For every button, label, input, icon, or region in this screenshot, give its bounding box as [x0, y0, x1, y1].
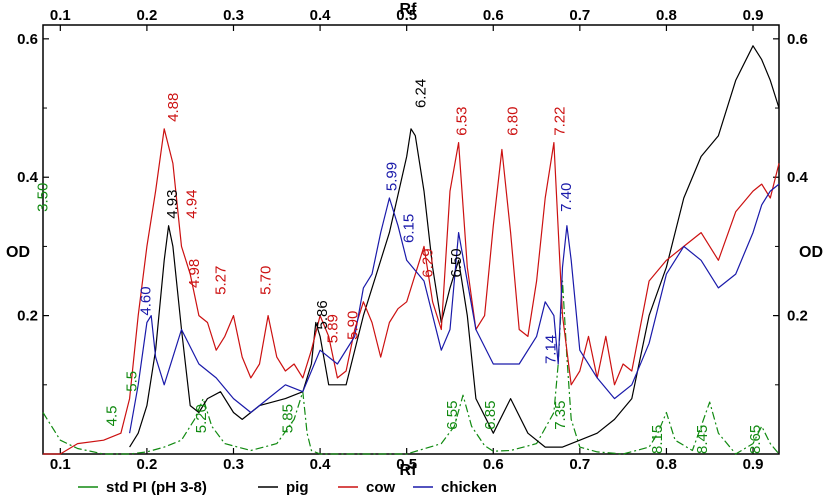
- legend-label: pig: [286, 479, 309, 496]
- x-axis-title-top: Rf: [400, 1, 418, 18]
- series-line-cow: [43, 128, 780, 455]
- peak-label: 5.85: [279, 404, 296, 433]
- x-tick-label-top: 0.5: [396, 7, 417, 24]
- peak-label: 5.90: [344, 311, 361, 340]
- x-tick-label-bottom: 0.9: [743, 456, 764, 473]
- peak-label: 4.5: [104, 405, 121, 426]
- y-tick-label-right: 0.4: [787, 169, 809, 186]
- peak-label: 3.50: [34, 183, 51, 212]
- peak-label: 4.94: [183, 190, 200, 219]
- peak-label: 8.65: [747, 425, 764, 454]
- x-tick-label-bottom: 0.5: [396, 456, 417, 473]
- peak-label: 7.22: [551, 107, 568, 136]
- peak-label: 6.50: [448, 248, 465, 277]
- peak-label: 7.14: [543, 335, 560, 364]
- x-tick-label-bottom: 0.6: [483, 456, 504, 473]
- legend-label: cow: [366, 479, 396, 496]
- peak-label: 6.80: [505, 107, 522, 136]
- y-axis-title-left: OD: [6, 244, 30, 261]
- x-tick-label-top: 0.4: [310, 7, 332, 24]
- peak-label: 4.98: [186, 259, 203, 288]
- x-tick-label-top: 0.6: [483, 7, 504, 24]
- peak-label: 6.53: [453, 107, 470, 136]
- legend-label: chicken: [441, 479, 497, 496]
- legend-label: std PI (pH 3-8): [106, 479, 207, 496]
- peak-label: 5.86: [314, 300, 331, 329]
- series-line-pig: [129, 45, 780, 448]
- y-tick-label-left: 0.4: [17, 169, 39, 186]
- x-tick-label-bottom: 0.3: [223, 456, 244, 473]
- y-tick-label-left: 0.6: [17, 31, 38, 48]
- peak-label: 6.85: [482, 401, 499, 430]
- peak-label: 8.15: [649, 425, 666, 454]
- x-tick-label-top: 0.1: [50, 7, 71, 24]
- x-axis-title-bottom: Rf: [400, 462, 418, 479]
- peak-label: 5.5: [124, 371, 141, 392]
- x-tick-label-top: 0.2: [136, 7, 157, 24]
- peak-label: 7.40: [558, 183, 575, 212]
- x-tick-label-bottom: 0.8: [656, 456, 677, 473]
- x-tick-label-bottom: 0.1: [50, 456, 71, 473]
- peak-label: 6.24: [413, 79, 430, 108]
- x-tick-label-top: 0.7: [569, 7, 590, 24]
- peak-label: 4.60: [137, 286, 154, 315]
- peak-label: 4.93: [164, 190, 181, 219]
- peak-label: 5.89: [324, 314, 341, 343]
- peak-label: 8.45: [694, 425, 711, 454]
- peak-label: 5.27: [213, 266, 230, 295]
- x-tick-label-bottom: 0.4: [310, 456, 332, 473]
- peak-label: 6.15: [401, 214, 418, 243]
- peak-label: 4.88: [165, 93, 182, 122]
- x-tick-label-top: 0.8: [656, 7, 677, 24]
- peak-label: 6.55: [444, 401, 461, 430]
- peak-label: 5.20: [193, 404, 210, 433]
- x-tick-label-bottom: 0.2: [136, 456, 157, 473]
- x-tick-label-bottom: 0.7: [569, 456, 590, 473]
- peak-label: 5.99: [383, 162, 400, 191]
- peak-label: 5.70: [258, 266, 275, 295]
- peak-label: 6.29: [420, 248, 437, 277]
- y-tick-label-right: 0.6: [787, 31, 808, 48]
- plot-frame: [42, 24, 780, 455]
- legend: std PI (pH 3-8) pig cow chicken: [78, 479, 497, 496]
- series-line-chicken: [129, 183, 780, 434]
- x-tick-label-top: 0.9: [743, 7, 764, 24]
- series-line-std: [42, 280, 780, 455]
- x-tick-label-top: 0.3: [223, 7, 244, 24]
- peak-label: 7.35: [552, 401, 569, 430]
- y-tick-label-right: 0.2: [787, 308, 808, 325]
- y-axis-title-right: OD: [799, 244, 823, 261]
- y-tick-label-left: 0.2: [17, 308, 38, 325]
